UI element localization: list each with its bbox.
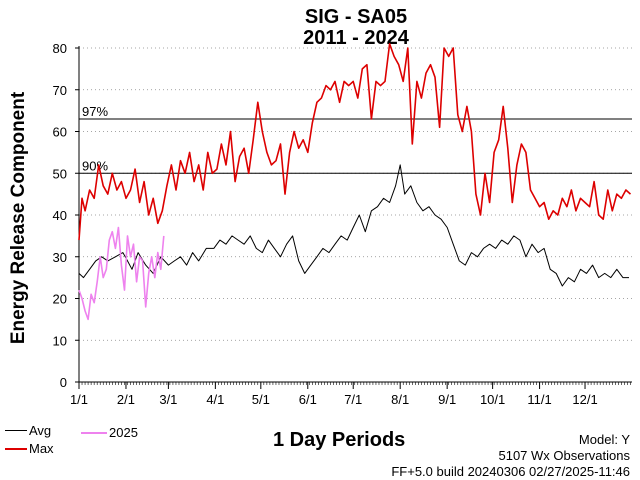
y-tick-label-40: 40 xyxy=(53,208,67,223)
x-tick-label-9-1: 9/1 xyxy=(438,392,456,407)
y-tick-label-0: 0 xyxy=(60,375,67,390)
legend-swatch-2025 xyxy=(81,432,107,434)
x-tick-label-4-1: 4/1 xyxy=(206,392,224,407)
reference-label-97pct: 97% xyxy=(82,104,108,119)
x-tick-label-3-1: 3/1 xyxy=(159,392,177,407)
y-tick-label-10: 10 xyxy=(53,333,67,348)
series-line-max xyxy=(78,42,632,241)
y-tick-label-20: 20 xyxy=(53,292,67,307)
x-tick-label-5-1: 5/1 xyxy=(252,392,270,407)
model-label: Model: Y xyxy=(578,432,630,447)
x-tick-label-1-1: 1/1 xyxy=(70,392,88,407)
build-label: FF+5.0 build 20240306 02/27/2025-11:46 xyxy=(391,464,630,479)
x-tick-label-6-1: 6/1 xyxy=(299,392,317,407)
reference-label-90pct: 90% xyxy=(82,158,108,173)
x-axis-title: 1 Day Periods xyxy=(273,429,406,451)
x-tick-label-2-1: 2/1 xyxy=(117,392,135,407)
legend-label-avg: Avg xyxy=(29,423,52,438)
y-tick-label-80: 80 xyxy=(53,41,67,56)
legend-label-2025: 2025 xyxy=(109,425,138,440)
y-tick-label-60: 60 xyxy=(53,125,67,140)
x-tick-label-10-1: 10/1 xyxy=(480,392,505,407)
legend-swatch-avg xyxy=(5,430,27,431)
observations-label: 5107 Wx Observations xyxy=(498,448,630,463)
legend-swatch-max xyxy=(5,448,27,450)
x-tick-label-8-1: 8/1 xyxy=(391,392,409,407)
chart-title: SIG - SA05 xyxy=(304,6,408,28)
x-tick-label-7-1: 7/1 xyxy=(344,392,362,407)
legend-label-max: Max xyxy=(29,441,54,456)
y-tick-label-70: 70 xyxy=(53,83,67,98)
y-tick-label-30: 30 xyxy=(53,250,67,265)
series-line-avg xyxy=(78,164,629,287)
chart-subtitle: 2011 - 2024 xyxy=(303,27,409,49)
x-tick-label-11-1: 11/1 xyxy=(527,392,551,407)
x-tick-label-12-1: 12/1 xyxy=(572,392,597,407)
series-line-2025 xyxy=(78,226,165,321)
y-tick-label-50: 50 xyxy=(53,166,67,181)
